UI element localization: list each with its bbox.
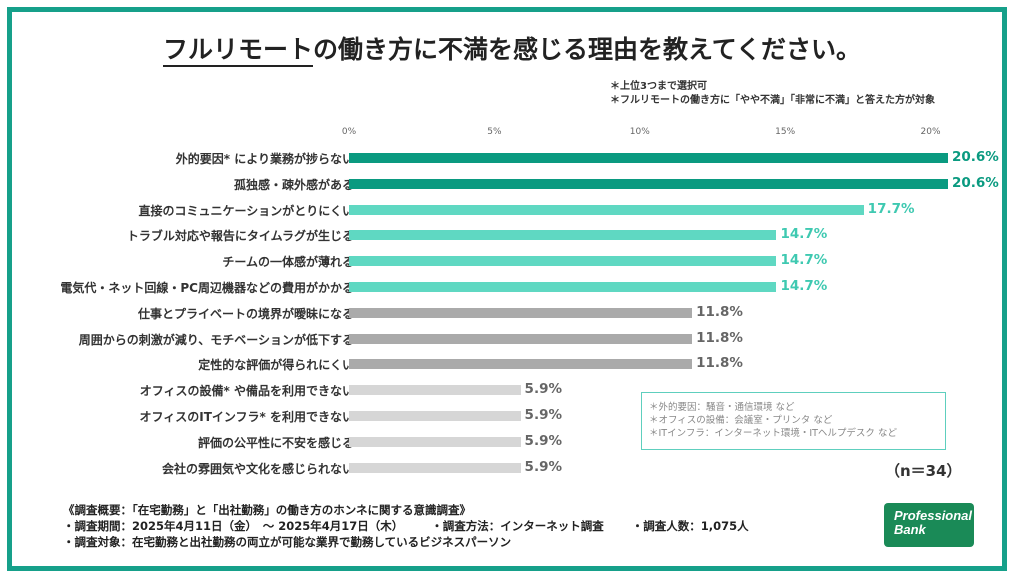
x-tick-label: 20%	[920, 127, 941, 137]
bar	[349, 307, 693, 318]
x-tick-label: 0%	[341, 127, 357, 137]
survey-period: ・調査期間：2025年4月11日（金） 〜 2025年4月17日（木）	[63, 519, 404, 533]
bar	[349, 462, 521, 473]
professional-bank-logo: Professional Bank	[884, 503, 974, 547]
value-label: 11.8%	[696, 303, 743, 320]
title-rest: の働き方に不満を感じる理由を教えてください。	[313, 35, 862, 64]
selection-notes: ＊上位3つまで選択可 ＊フルリモートの働き方に「やや不満」「非常に不満」と答えた…	[610, 80, 935, 108]
survey-respondents: ・調査人数：1,075人	[631, 519, 749, 533]
bar	[349, 153, 948, 163]
survey-subjects: ・調査対象：在宅勤務と出社勤務の両立が可能な業界で勤務しているビジネスパーソン	[63, 535, 512, 549]
note-2: ＊フルリモートの働き方に「やや不満」「非常に不満」と答えた方が対象	[610, 95, 935, 106]
bar	[349, 385, 521, 396]
category-label: 直接のコミュニケーションがとりにくい	[138, 203, 354, 218]
category-label: 外的要因* により業務が捗らない	[175, 152, 354, 166]
bar	[349, 256, 777, 267]
note-1: ＊上位3つまで選択可	[610, 81, 707, 92]
x-tick-label: 10%	[629, 127, 650, 137]
sample-size: （n＝34）	[885, 462, 962, 480]
value-label: 11.8%	[696, 329, 743, 346]
category-label: トラブル対応や報告にタイムラグが生じる	[126, 229, 354, 244]
category-label: 評価の公平性に不安を感じる	[197, 435, 354, 450]
value-label: 17.7%	[867, 200, 915, 217]
x-tick-label: 15%	[775, 127, 796, 137]
category-label: 孤独感・疎外感がある	[233, 177, 354, 192]
value-label: 5.9%	[524, 381, 562, 398]
bar	[349, 359, 693, 370]
outer-frame	[7, 7, 1007, 571]
category-label: 電気代・ネット回線・PC周辺機器などの費用がかかる	[60, 281, 354, 295]
footnote-2: ＊オフィスの設備：会議室・プリンタ など	[649, 415, 833, 426]
footnote-3: ＊ITインフラ：インターネット環境・ITヘルプデスク など	[649, 428, 897, 439]
category-label: チームの一体感が薄れる	[222, 255, 354, 270]
category-label: 会社の雰囲気や文化を感じられない	[161, 461, 354, 476]
survey-overview: 《調査概要：「在宅勤務」と「出社勤務」の働き方のホンネに関する意識調査》 ・調査…	[63, 502, 749, 550]
survey-line-2: ・調査期間：2025年4月11日（金） 〜 2025年4月17日（木） ・調査方法…	[63, 518, 749, 534]
title-underlined: フルリモート	[162, 35, 313, 67]
value-label: 5.9%	[524, 432, 562, 449]
value-label: 20.6%	[952, 174, 999, 191]
value-label: 11.8%	[696, 355, 743, 372]
category-label: 周囲からの刺激が減り、モチベーションが低下する	[78, 332, 354, 347]
value-label: 5.9%	[524, 407, 562, 423]
footnote-box: ＊外的要因：騒音・通信環境 など ＊オフィスの設備：会議室・プリンタ など ＊I…	[641, 392, 946, 450]
category-label: オフィスの設備* や備品を利用できない	[139, 384, 354, 399]
x-tick-label: 5%	[487, 127, 502, 137]
value-label: 14.7%	[780, 252, 828, 269]
bar	[349, 436, 521, 447]
category-label: 定性的な評価が得られにくい	[198, 358, 354, 373]
footnote-1: ＊外的要因：騒音・通信環境 など	[649, 402, 795, 413]
value-label: 20.6%	[952, 149, 999, 165]
bar	[349, 178, 948, 189]
value-label: 14.7%	[780, 278, 828, 294]
bar	[349, 230, 777, 241]
category-label: 仕事とプライベートの境界が曖昧になる	[137, 306, 354, 321]
bar	[349, 411, 521, 421]
bar	[349, 204, 864, 215]
survey-method: ・調査方法：インターネット調査	[431, 519, 604, 533]
value-label: 5.9%	[524, 458, 562, 475]
logo-line-2: Bank	[894, 522, 926, 537]
logo-line-1: Professional	[894, 508, 973, 523]
category-label: オフィスのITインフラ* を利用できない	[139, 410, 354, 424]
value-label: 14.7%	[780, 226, 828, 243]
chart-title: フルリモートの働き方に不満を感じる理由を教えてください。	[0, 30, 1024, 67]
bar	[349, 282, 777, 292]
bar	[349, 333, 693, 344]
survey-title: 《調査概要：「在宅勤務」と「出社勤務」の働き方のホンネに関する意識調査》	[63, 503, 472, 517]
